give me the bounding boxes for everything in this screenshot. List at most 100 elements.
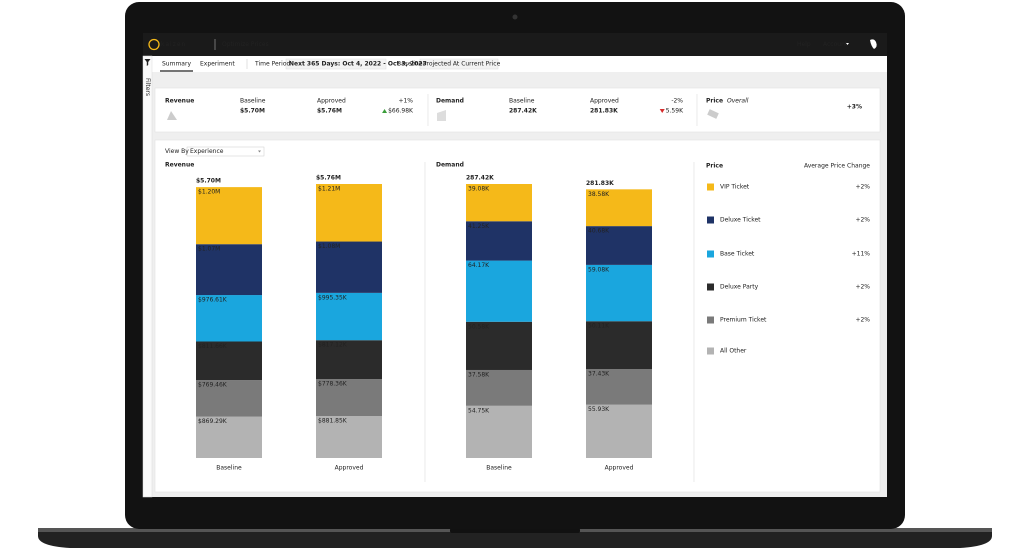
- kpi-icon: [167, 111, 177, 120]
- bar-total-label: 281.83K: [586, 180, 614, 187]
- legend-change: +2%: [855, 284, 870, 291]
- kpi-label: Baseline: [240, 98, 266, 105]
- bar-value-label: 41.25K: [468, 223, 490, 230]
- bar-value-label: 39.08K: [468, 186, 490, 193]
- legend-change: +2%: [855, 317, 870, 324]
- kpi-label: Baseline: [509, 98, 535, 105]
- kpi-value: 281.83K: [590, 108, 618, 115]
- tab[interactable]: Experiment: [200, 61, 235, 68]
- page-title: Optimize Prices: [222, 41, 269, 48]
- legend-title: Price: [706, 163, 723, 170]
- kpi-title: Price: [706, 98, 723, 105]
- bar-value-label: $881.85K: [318, 418, 348, 425]
- bar-value-label: 38.58K: [588, 191, 610, 198]
- bar-value-label: 64.17K: [468, 262, 490, 269]
- x-axis-label: Baseline: [216, 465, 242, 472]
- filter-icon[interactable]: [144, 59, 151, 66]
- legend-change: +2%: [855, 184, 870, 191]
- bar-value-label: 50.11K: [588, 323, 610, 330]
- bar-value-label: $1.20M: [198, 189, 220, 196]
- kpi-value: $5.76M: [317, 108, 342, 115]
- time-period-field[interactable]: [285, 58, 387, 70]
- bar-value-label: $1.08M: [318, 243, 340, 250]
- legend-change: +11%: [852, 251, 871, 258]
- kpi-title: Revenue: [165, 98, 194, 105]
- legend-label: Deluxe Party: [720, 284, 759, 291]
- legend-label: Base Ticket: [720, 251, 755, 258]
- kpi-label: Approved: [317, 98, 346, 105]
- bar-value-label: $769.46K: [198, 382, 228, 389]
- legend-swatch: [707, 183, 714, 191]
- tab[interactable]: Summary: [162, 61, 191, 68]
- bar-segment: [196, 295, 262, 342]
- view-by-value[interactable]: Experience: [190, 148, 224, 155]
- bar-value-label: 50.58K: [468, 323, 490, 330]
- laptop-base: [38, 528, 992, 548]
- bar-segment: [466, 260, 532, 322]
- bar-segment: [466, 369, 532, 406]
- bar-segment: [196, 416, 262, 458]
- logo-text: kaizen: [161, 41, 186, 48]
- bar-segment: [466, 405, 532, 458]
- bar-segment: [586, 226, 652, 265]
- logo-icon: [148, 38, 160, 51]
- filter-value: Next 365 Days: Oct 4, 2022 - Oct 3, 2023: [289, 61, 427, 68]
- bar-value-label: 59.08K: [588, 266, 610, 273]
- bar-segment: [316, 340, 382, 380]
- kpi-icon: [707, 109, 719, 119]
- bar-segment: [196, 380, 262, 417]
- bar-segment: [586, 189, 652, 227]
- legend-label: VIP Ticket: [720, 184, 750, 191]
- nav-link[interactable]: Account: [823, 41, 848, 48]
- kpi-label: Approved: [590, 98, 619, 105]
- bar-segment: [196, 187, 262, 245]
- legend-change: +2%: [855, 217, 870, 224]
- chart-title: Demand: [436, 162, 464, 169]
- x-axis-label: Approved: [605, 465, 634, 472]
- sidebar-label[interactable]: Filters: [144, 78, 151, 96]
- bar-value-label: $811.66K: [198, 343, 228, 350]
- bar-value-label: $1.07M: [198, 246, 220, 253]
- kpi-value: 287.42K: [509, 108, 537, 115]
- kpi-change: +3%: [847, 104, 862, 111]
- bar-value-label: 55.93K: [588, 406, 610, 413]
- bar-segment: [316, 379, 382, 417]
- nav-link[interactable]: Help: [797, 41, 811, 48]
- filter-strip[interactable]: [142, 55, 153, 498]
- view-by-label: View By: [165, 148, 189, 155]
- delta-arrow: [382, 109, 388, 113]
- bar-segment: [586, 404, 652, 458]
- kpi-subtitle: Overall: [727, 98, 749, 105]
- bar-segment: [316, 292, 382, 341]
- bar-segment: [586, 321, 652, 369]
- bar-segment: [316, 241, 382, 293]
- bar-segment: [586, 264, 652, 322]
- user-icon: [870, 39, 877, 49]
- notch: [450, 528, 580, 533]
- view-by-select[interactable]: [186, 146, 265, 157]
- legend-swatch: [707, 347, 714, 355]
- bar-segment: [586, 368, 652, 405]
- legend-swatch: [707, 216, 714, 224]
- baseline-select[interactable]: [419, 58, 499, 70]
- legend-swatch: [707, 283, 714, 291]
- bar-segment: [466, 221, 532, 261]
- kpi-card: [154, 87, 881, 133]
- bar-segment: [196, 244, 262, 296]
- kpi-delta: 5.59K: [666, 108, 684, 115]
- camera: [512, 14, 518, 20]
- legend-label: Premium Ticket: [720, 317, 767, 324]
- kpi-change: -2%: [671, 98, 683, 105]
- bar-value-label: $817.12K: [318, 342, 348, 349]
- bar-total-label: $5.70M: [196, 178, 221, 185]
- bar-value-label: 40.68K: [588, 228, 610, 235]
- x-axis-label: Baseline: [486, 465, 512, 472]
- app-header: [143, 33, 887, 56]
- filter-value: Projected At Current Price: [423, 61, 501, 68]
- kpi-change: +1%: [398, 98, 413, 105]
- bar-segment: [466, 184, 532, 222]
- filter-label: Time Period: [254, 61, 290, 68]
- dropdown-caret: [846, 43, 849, 45]
- legend-change-title: Average Price Change: [804, 163, 870, 170]
